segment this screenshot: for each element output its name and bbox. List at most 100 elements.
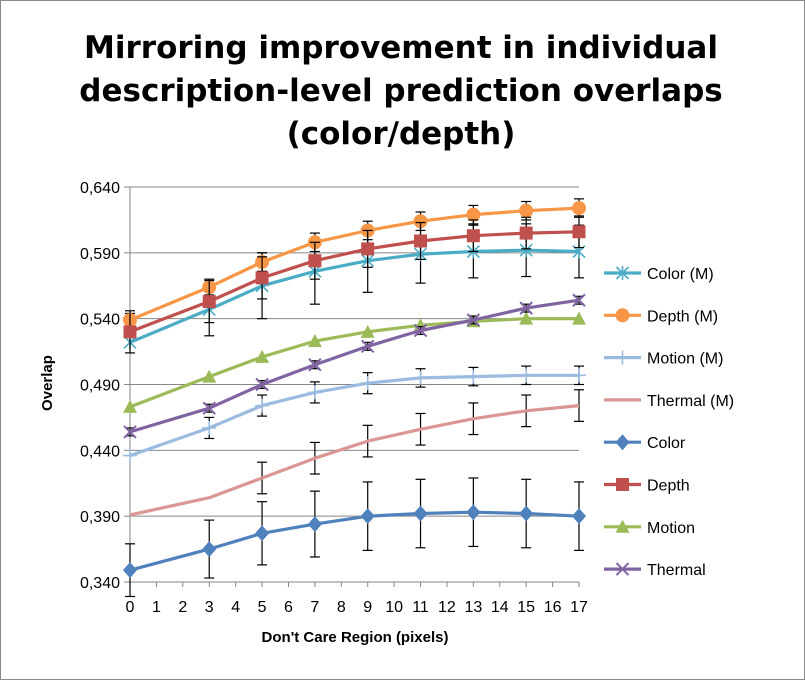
legend-item-color-m: Color (M)	[604, 266, 714, 283]
legend-swatch-marker	[616, 478, 629, 491]
data-point	[519, 368, 534, 383]
legend-item-motion: Motion	[604, 519, 695, 537]
legend-label: Color	[647, 435, 686, 452]
legend-swatch-marker	[615, 562, 630, 576]
legend: Color (M) Depth (M) Motion (M) Thermal (M) C…	[604, 266, 734, 579]
x-tick-label: 0	[126, 599, 135, 616]
data-point	[255, 271, 269, 285]
series-motion	[123, 311, 586, 413]
data-point	[466, 369, 481, 384]
series-layer	[123, 198, 586, 598]
data-point	[519, 301, 533, 315]
data-point	[123, 425, 137, 439]
x-tick-labels: 0 1 2 3 4 5 6 7 8 9 10 11 12 13 14 15 16 17	[126, 599, 588, 616]
x-tick-label: 17	[570, 599, 588, 616]
axes	[124, 186, 580, 587]
data-point	[308, 254, 322, 268]
x-tick-label: 2	[178, 599, 187, 616]
data-point	[572, 225, 586, 239]
y-tick-label: 0,490	[80, 378, 120, 395]
legend-item-depth: Depth	[604, 478, 690, 495]
series-color-m	[123, 223, 586, 350]
x-tick-label: 1	[152, 599, 161, 616]
x-tick-label: 9	[363, 599, 372, 616]
x-tick-label: 16	[544, 599, 562, 616]
data-point	[360, 324, 375, 338]
data-point	[361, 242, 375, 256]
series-color	[123, 477, 586, 598]
data-point	[202, 295, 216, 309]
legend-label: Thermal	[647, 562, 706, 579]
data-point	[466, 207, 481, 222]
data-point	[255, 525, 270, 542]
y-tick-label: 0,340	[80, 575, 120, 592]
series-line	[129, 404, 580, 517]
chart-title-line-1: Mirroring improvement in individual	[84, 30, 718, 66]
chart-title-line-2: description-level prediction overlaps	[79, 73, 722, 109]
y-tick-label: 0,390	[80, 509, 120, 526]
y-tick-label: 0,640	[80, 180, 120, 197]
legend-item-color: Color	[604, 434, 686, 452]
legend-label: Depth	[647, 478, 690, 495]
legend-item-depth-m: Depth (M)	[604, 308, 718, 325]
data-point	[413, 370, 428, 385]
legend-label: Color (M)	[647, 266, 714, 283]
x-tick-label: 6	[284, 599, 293, 616]
data-point	[123, 399, 137, 413]
legend-swatch-marker	[615, 434, 630, 451]
series-line	[129, 248, 580, 344]
legend-swatch-marker	[615, 350, 630, 365]
data-point	[519, 311, 534, 325]
data-point	[519, 226, 533, 240]
data-point	[202, 369, 217, 383]
series-line	[129, 230, 580, 334]
data-point	[360, 376, 375, 391]
x-tick-label: 10	[385, 599, 403, 616]
data-point	[307, 385, 322, 400]
data-point	[413, 505, 428, 522]
legend-item-thermal-m: Thermal (M)	[604, 393, 734, 410]
y-axis-title: Overlap	[39, 355, 56, 411]
legend-label: Motion	[647, 520, 695, 537]
series-line	[129, 373, 579, 458]
data-point	[413, 323, 428, 338]
x-tick-label: 11	[412, 599, 429, 616]
data-point	[466, 229, 480, 243]
legend-swatch-marker	[615, 266, 630, 280]
data-point	[307, 334, 322, 348]
data-point	[360, 508, 375, 525]
data-point	[123, 448, 137, 463]
legend-swatch-marker	[615, 519, 630, 533]
x-tick-label: 8	[337, 599, 346, 616]
data-point	[307, 516, 322, 533]
data-point	[466, 313, 481, 327]
y-tick-label: 0,440	[80, 443, 120, 460]
x-tick-label: 14	[491, 599, 509, 616]
series-motion-m	[123, 365, 586, 463]
data-point	[255, 349, 270, 363]
legend-item-motion-m: Motion (M)	[604, 350, 723, 368]
chart-title-line-3: (color/depth)	[287, 116, 516, 152]
data-point	[572, 201, 586, 216]
legend-label: Thermal (M)	[647, 393, 734, 410]
x-tick-label: 12	[438, 599, 456, 616]
data-point	[202, 420, 217, 435]
series-line	[129, 510, 580, 572]
legend-swatch-marker	[615, 308, 630, 323]
data-point	[202, 541, 217, 558]
data-point	[519, 505, 534, 522]
data-point	[572, 368, 586, 383]
data-point	[519, 203, 534, 218]
data-point	[308, 358, 322, 372]
data-point	[572, 293, 586, 307]
y-tick-label: 0,590	[80, 246, 120, 263]
data-point	[202, 401, 216, 415]
legend-label: Depth (M)	[647, 308, 718, 325]
y-tick-label: 0,540	[80, 312, 120, 329]
series-thermal	[123, 293, 586, 439]
data-point	[123, 325, 137, 339]
data-point	[466, 504, 481, 521]
y-tick-labels: 0,340 0,390 0,440 0,490 0,540 0,590 0,640	[80, 180, 120, 592]
